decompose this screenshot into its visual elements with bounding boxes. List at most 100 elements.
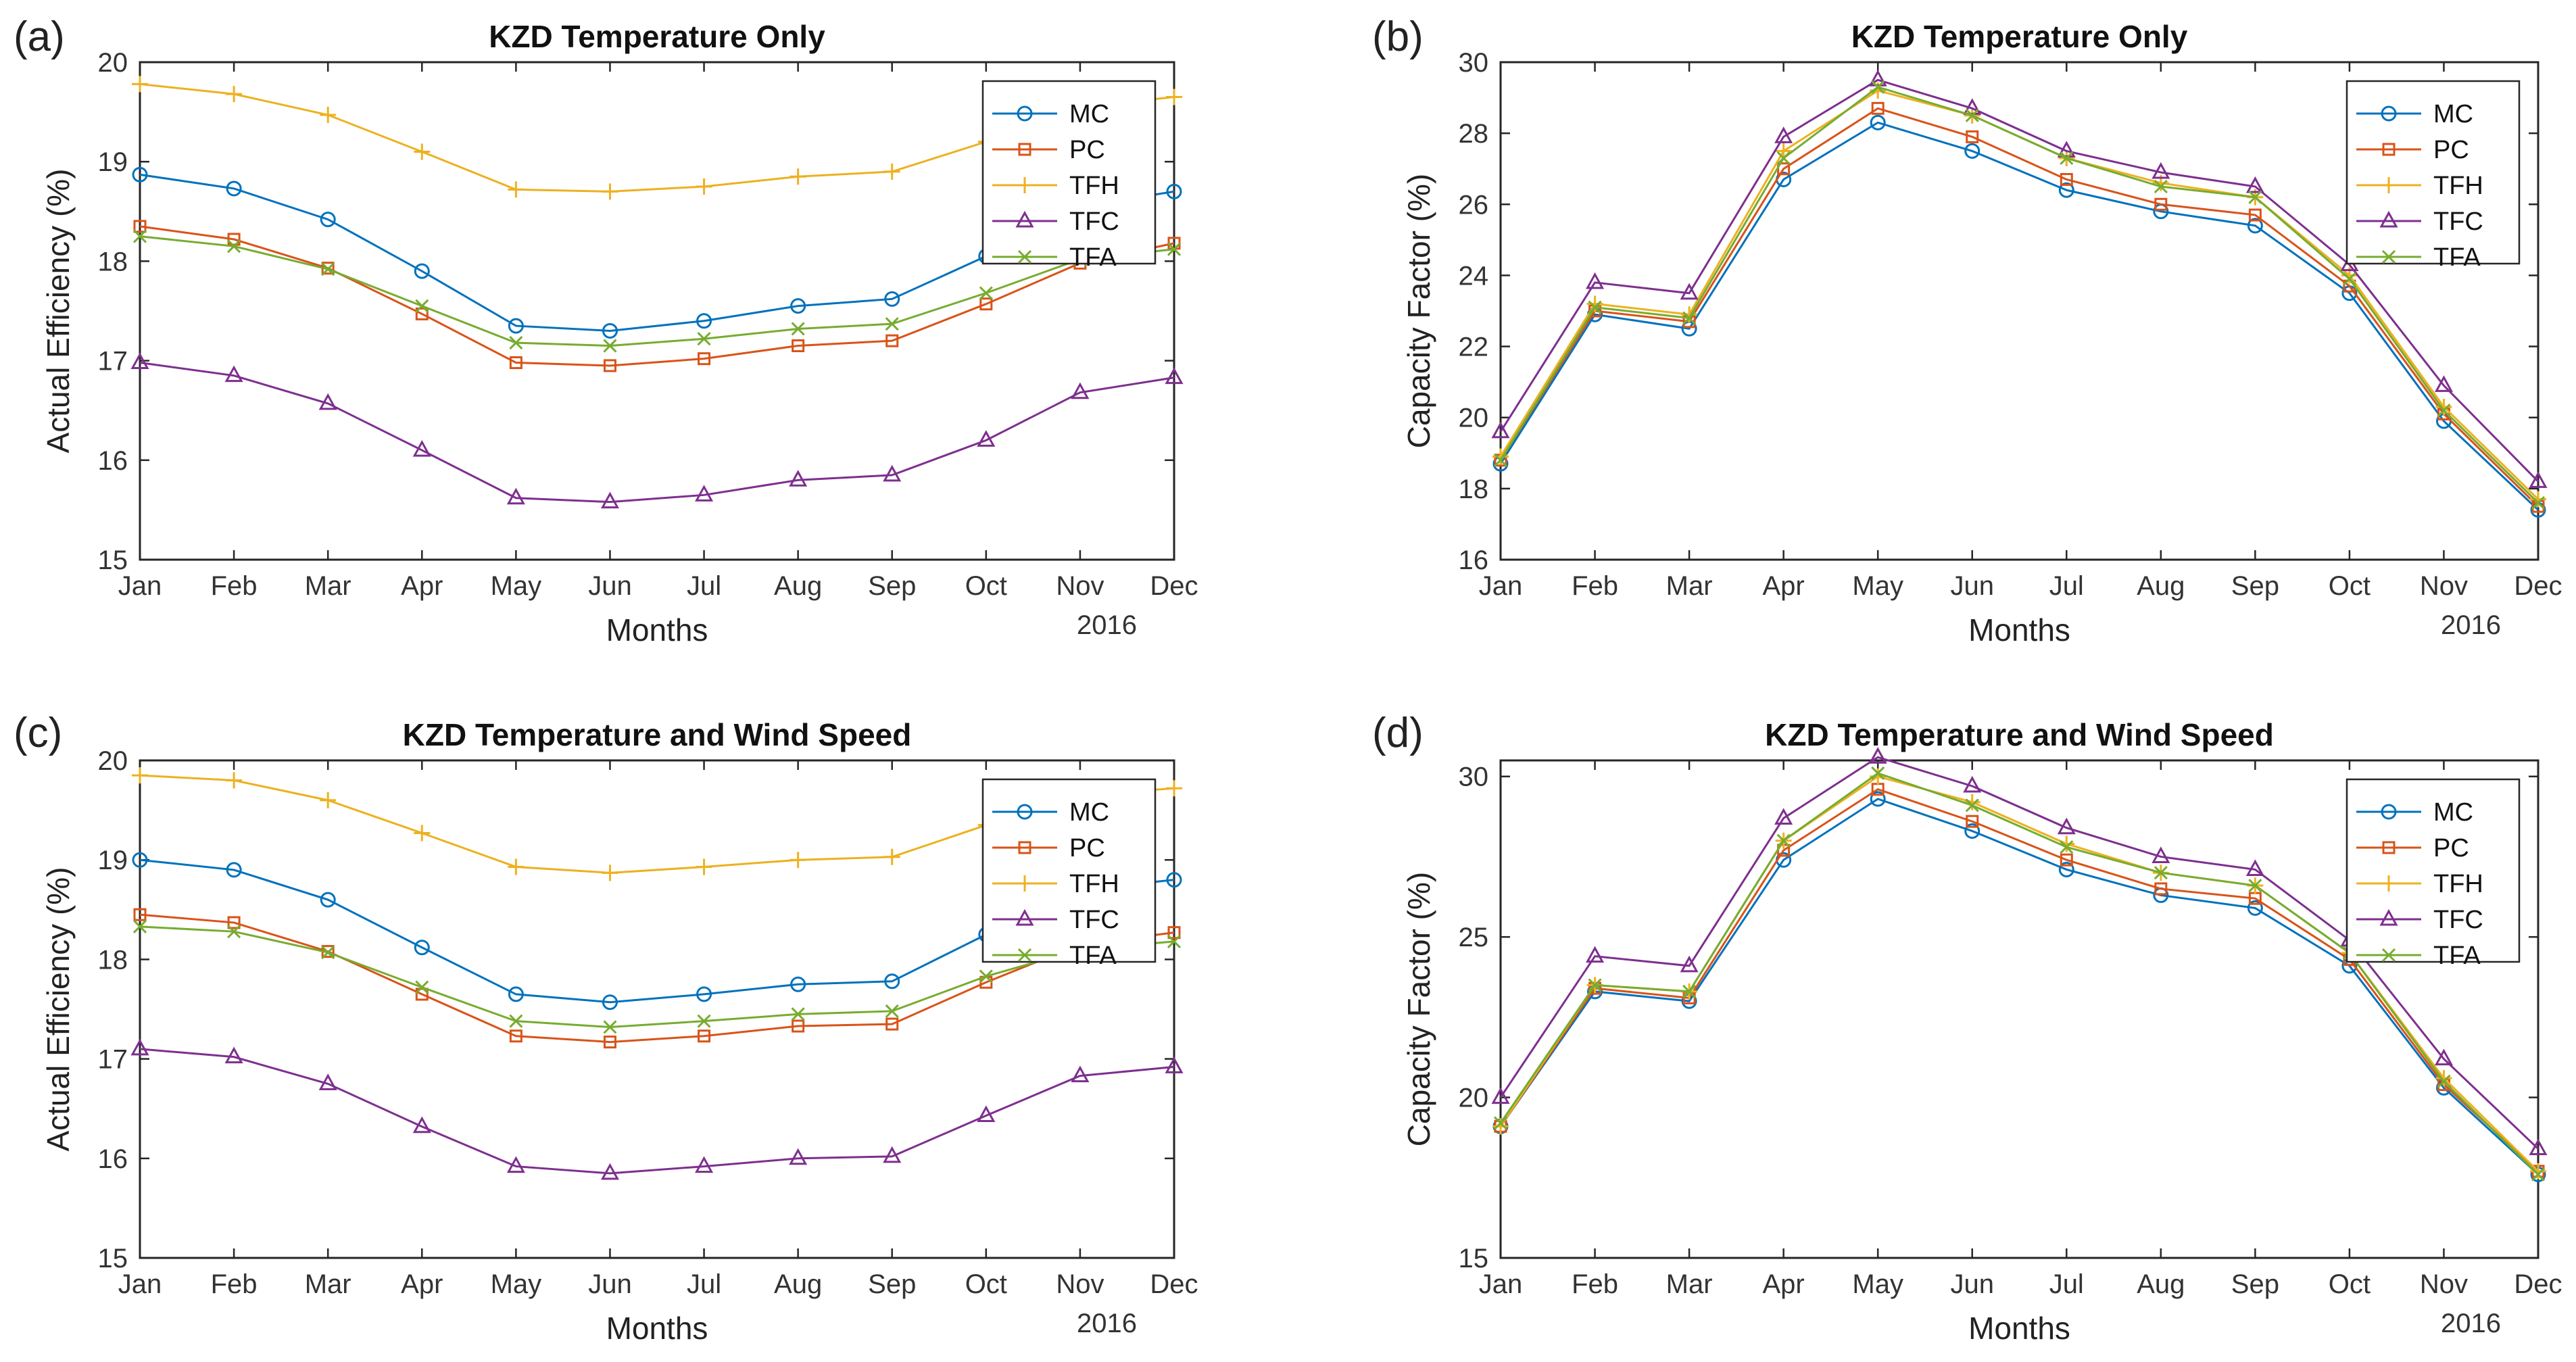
series-line-pc [139, 913, 1175, 1044]
y-tick-label: 20 [1459, 1084, 1489, 1113]
x-tick-label: Aug [2137, 571, 2185, 601]
data-point-tfc [412, 1116, 431, 1134]
x-axis-label: Months [1968, 1311, 2070, 1346]
chart-title: KZD Temperature and Wind Speed [1765, 717, 2274, 752]
legend-label-tfc: TFC [2433, 208, 2483, 236]
data-point-tfa [1588, 300, 1602, 314]
data-point-tfa [415, 299, 429, 313]
legend-label-tfh: TFH [2433, 870, 2483, 898]
legend-label-pc: PC [2433, 136, 2469, 164]
y-tick-label: 20 [98, 48, 128, 78]
y-axis-label: Capacity Factor (%) [1401, 174, 1436, 448]
data-point-tfh [602, 183, 618, 200]
data-point-tfh [696, 858, 712, 875]
data-point-pc [698, 352, 711, 366]
y-tick-label: 30 [1459, 48, 1489, 78]
data-point-pc [1871, 101, 1885, 115]
data-point-tfc [2434, 375, 2453, 392]
data-point-tfc [1774, 808, 1793, 825]
data-point-tfc [2152, 162, 2170, 179]
data-point-pc [698, 1029, 711, 1043]
data-point-tfh [1775, 143, 1792, 160]
data-point-tfh [2530, 491, 2546, 508]
legend-swatch-marker [2382, 143, 2396, 156]
x-tick-label: Nov [2420, 571, 2468, 601]
data-point-tfc [412, 439, 431, 457]
data-point-tfa [603, 339, 617, 353]
data-point-mc [884, 291, 900, 307]
data-point-tfa [1682, 984, 1697, 998]
chart-title: KZD Temperature and Wind Speed [403, 717, 912, 752]
legend-swatch-marker [1017, 875, 1033, 892]
legend-swatch-marker [2381, 105, 2397, 122]
legend-swatch-marker [1015, 908, 1034, 926]
x-tick-label: Feb [211, 1269, 258, 1299]
data-point-pc [509, 1029, 523, 1043]
data-point-mc [696, 313, 712, 329]
series-mc [1492, 114, 2546, 518]
data-point-tfh [414, 143, 431, 160]
series-tfc [130, 1038, 1184, 1180]
data-point-mc [1964, 143, 1980, 159]
legend-box [981, 80, 1157, 265]
data-point-tfa [1493, 453, 1508, 467]
data-point-tfc [600, 1163, 619, 1180]
series-line-tfc [1499, 78, 2539, 483]
data-point-tfh [508, 181, 525, 198]
x-tick-label: Dec [1150, 571, 1198, 601]
y-axis-label: Actual Efficiency (%) [41, 867, 76, 1152]
series-line-pc [1499, 107, 2539, 508]
data-point-tfc [883, 464, 902, 482]
data-point-tfh [1964, 794, 1980, 810]
series-tfa [132, 919, 1182, 1034]
data-point-tfc [224, 365, 243, 383]
data-point-tfa [132, 229, 147, 243]
data-point-pc [792, 1019, 805, 1033]
data-point-tfa [509, 336, 523, 350]
data-point-tfh [1166, 89, 1182, 105]
data-point-tfa [2531, 495, 2546, 510]
x-tick-label: Nov [2420, 1269, 2468, 1299]
data-point-tfh [602, 865, 618, 881]
data-point-tfc [695, 485, 714, 502]
data-point-tfa [2531, 1167, 2546, 1182]
legend-swatch-marker [1017, 804, 1033, 820]
panel-label: (c) [14, 710, 62, 756]
data-point-tfc [1586, 946, 1605, 963]
data-point-tfc [506, 1156, 525, 1173]
data-point-pc [1966, 130, 1979, 143]
chart-panel-4: (d) KZD Temperature and Wind Speed 15 20 25 3… [1372, 710, 2562, 1346]
data-point-tfc [600, 491, 619, 509]
data-point-tfh [320, 107, 337, 124]
data-point-tfa [885, 317, 899, 331]
data-point-mc [226, 862, 242, 878]
data-point-tfh [2435, 398, 2452, 415]
y-tick-label: 26 [1459, 190, 1489, 220]
legend-swatch-marker [2381, 177, 2397, 193]
y-tick-label: 20 [98, 746, 128, 776]
data-point-mc [414, 263, 430, 279]
data-point-tfh [1492, 1118, 1509, 1135]
series-line-pc [1499, 788, 2539, 1172]
data-point-tfc [130, 352, 149, 370]
x-tick-label: Oct [965, 1269, 1007, 1299]
legend-label-mc: MC [1069, 798, 1109, 827]
data-point-mc [1964, 823, 1980, 839]
data-point-mc [320, 892, 336, 908]
x-axis-label: Months [1968, 612, 2070, 648]
year-label: 2016 [2441, 1309, 2501, 1338]
data-point-mc [1870, 791, 1886, 807]
x-tick-label: Mar [1666, 571, 1713, 601]
x-axis-label: Months [606, 1311, 708, 1346]
chart-title: KZD Temperature Only [489, 19, 825, 54]
data-point-tfh [696, 178, 712, 195]
x-tick-label: Jan [1479, 1269, 1523, 1299]
data-point-tfa [2437, 1074, 2451, 1088]
data-point-tfc [1963, 98, 1982, 115]
x-tick-label: Jul [2049, 571, 2084, 601]
data-point-tfa [132, 919, 147, 933]
y-tick-label: 28 [1459, 119, 1489, 149]
x-tick-label: Sep [868, 1269, 916, 1299]
data-point-mc [1166, 183, 1182, 199]
